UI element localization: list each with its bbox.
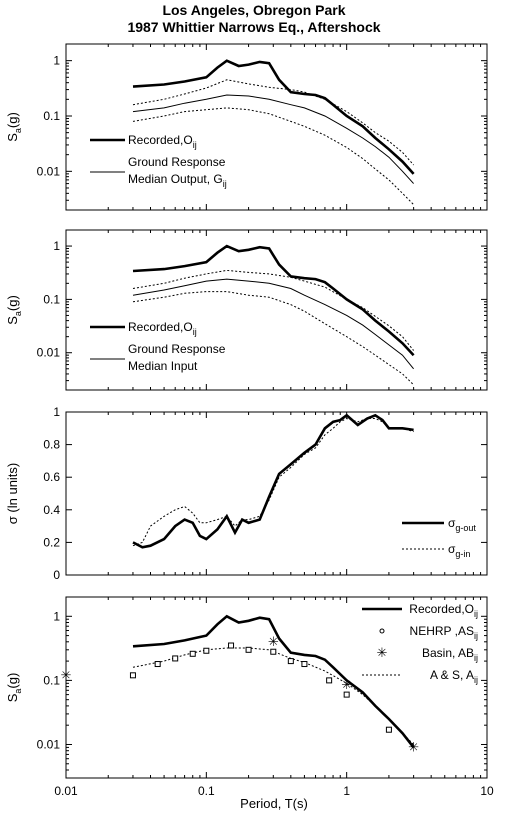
legend-label: Recorded,Oij — [128, 133, 197, 150]
x-tick-label: 10 — [480, 784, 494, 798]
panel-frame — [65, 596, 488, 779]
data-point-square — [301, 661, 308, 668]
panel-standard-deviation: 1 0.8 0.6 0.4 0.2 0 σ (ln units) σg-out σg-in — [5, 405, 488, 582]
series-line-thick — [132, 614, 415, 749]
legend: σg-out σg-in — [402, 516, 476, 559]
data-point-square — [228, 642, 235, 649]
legend-label: Basin, ABij — [422, 646, 478, 663]
y-axis-label: σ (ln units) — [5, 463, 20, 524]
series-line-dotted — [132, 269, 414, 351]
panel-frame — [65, 411, 488, 576]
data-point-star: ✳ — [341, 677, 352, 692]
data-point-square — [270, 648, 277, 655]
y-axis-label: Sa(g) — [5, 673, 23, 703]
legend-label: A & S, Aij — [430, 668, 478, 685]
figure-title-line1: Los Angeles, Obregon Park — [162, 2, 345, 18]
legend-marker-star: ✳ — [377, 645, 388, 660]
y-tick-label: 0.1 — [43, 673, 60, 687]
y-tick-label: 0.01 — [37, 164, 61, 178]
data-point-square — [203, 647, 210, 654]
legend-label: Ground Response — [128, 342, 226, 356]
data-point-star: ✳ — [61, 667, 72, 682]
x-axis-label: Period, T(s) — [240, 796, 308, 811]
y-tick-label: 0 — [53, 568, 60, 582]
data-point-square — [326, 677, 333, 684]
x-tick-label: 1 — [343, 784, 350, 798]
x-tick-label: 0.1 — [198, 784, 215, 798]
panel-frame — [65, 43, 488, 211]
panel-model-comparison: 1 0.1 0.01 Sa(g) ✳ ✳ ✳ ✳ Recorded,Oij NEHRP ,ASij… — [5, 596, 488, 779]
y-tick-label: 1 — [53, 239, 60, 253]
data-point-square — [129, 672, 136, 679]
legend: Recorded,Oij Ground Response Median Output… — [90, 133, 227, 189]
y-tick-label: 1 — [53, 609, 60, 623]
y-tick-label: 0.01 — [37, 346, 61, 360]
y-tick-label: 0.1 — [43, 109, 60, 123]
data-point-star: ✳ — [268, 634, 279, 649]
legend-label: Recorded,Oij — [409, 602, 478, 619]
y-tick-label: 0.6 — [43, 470, 60, 484]
series-line-thin — [132, 94, 414, 184]
data-point-square — [189, 650, 196, 657]
legend-marker-circle — [379, 628, 385, 634]
chart-panels: 1 0.1 0.01 Sa(g) Recorded,Oij Ground Response… — [5, 43, 494, 798]
y-tick-label: 0.01 — [37, 737, 61, 751]
y-tick-label: 0.1 — [43, 292, 60, 306]
panel-ground-response-output: 1 0.1 0.01 Sa(g) Recorded,Oij Ground Response… — [5, 43, 488, 211]
series-line-dotted — [132, 417, 414, 547]
legend-label: Recorded,Oij — [128, 320, 197, 337]
y-axis-label: Sa(g) — [5, 112, 23, 142]
data-point-star: ✳ — [408, 739, 419, 754]
data-point-square — [245, 646, 252, 653]
data-point-square — [154, 661, 161, 668]
series-line-dotted — [132, 79, 414, 166]
y-tick-label: 0.2 — [43, 535, 60, 549]
legend-label: NEHRP ,ASij — [410, 624, 478, 641]
figure-title-line2: 1987 Whittier Narrows Eq., Aftershock — [127, 19, 380, 35]
data-point-square — [172, 655, 179, 662]
y-tick-label: 0.8 — [43, 438, 60, 452]
x-tick-label: 0.01 — [54, 784, 78, 798]
series-line-thick — [132, 413, 414, 549]
panel-ground-response-input: 1 0.1 0.01 Sa(g) Recorded,Oij Ground Response… — [5, 229, 488, 391]
series-line-dotted — [132, 647, 414, 745]
panel-frame — [65, 229, 488, 391]
legend: Recorded,Oij Ground Response Median Input — [90, 320, 226, 373]
legend-label: σg-in — [448, 542, 470, 559]
data-point-square — [385, 726, 392, 733]
series-line-thick — [132, 59, 415, 175]
legend-label: Median Output, Gij — [128, 172, 227, 189]
legend: Recorded,Oij NEHRP ,ASij ✳ Basin, ABij A & S… — [362, 602, 478, 685]
legend-label: Median Input — [128, 359, 198, 373]
series-line-thin — [132, 278, 414, 370]
y-axis-label: Sa(g) — [5, 295, 23, 325]
legend-label: σg-out — [448, 516, 476, 533]
data-point-square — [287, 658, 294, 665]
series-line-thick — [132, 244, 415, 357]
data-point-square — [343, 691, 350, 698]
y-tick-label: 1 — [53, 54, 60, 68]
y-tick-label: 0.4 — [43, 503, 60, 517]
y-tick-label: 1 — [53, 405, 60, 419]
legend-label: Ground Response — [128, 155, 226, 169]
